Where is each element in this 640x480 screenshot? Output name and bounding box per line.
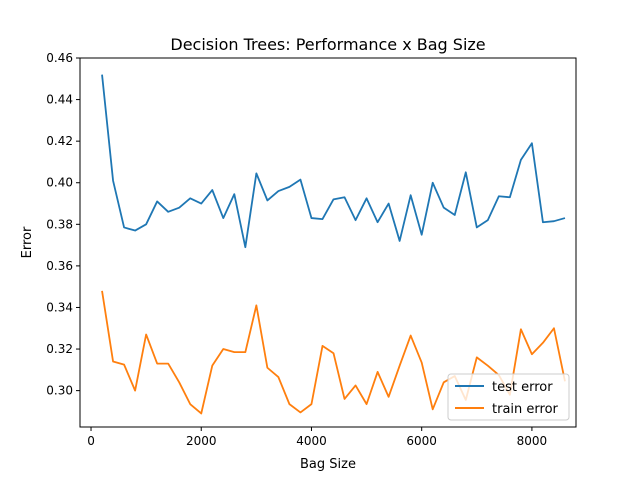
y-tick-label: 0.32 [46, 342, 73, 356]
legend-label-train-error: train error [492, 402, 559, 417]
plot-frame [79, 57, 577, 428]
y-axis-label: Error [20, 226, 35, 258]
series-line-test-error [101, 74, 566, 249]
y-tick-label: 0.34 [46, 300, 73, 314]
x-axis-ticks: 0 2000 4000 6000 8000 [87, 427, 547, 448]
y-tick-label: 0.42 [46, 134, 73, 148]
x-tick-label: 4000 [296, 434, 327, 448]
y-tick-label: 0.30 [46, 384, 73, 398]
x-tick-label: 8000 [517, 434, 548, 448]
plot-background [80, 58, 576, 427]
y-tick-label: 0.44 [46, 93, 73, 107]
series-layer [101, 74, 566, 415]
y-tick-label: 0.38 [46, 217, 73, 231]
y-tick-label: 0.46 [46, 51, 73, 65]
y-tick-label: 0.36 [46, 259, 73, 273]
chart-title: Decision Trees: Performance x Bag Size [170, 35, 485, 54]
x-axis-label: Bag Size [300, 457, 356, 472]
legend-label-test-error: test error [492, 380, 553, 395]
y-tick-label: 0.40 [46, 176, 73, 190]
y-axis-ticks: 0.30 0.32 0.34 0.36 0.38 0.40 0.42 0.44 0.46 [46, 51, 80, 398]
x-tick-label: 0 [87, 434, 95, 448]
x-tick-label: 2000 [186, 434, 217, 448]
x-tick-label: 6000 [406, 434, 437, 448]
series-line-train-error [101, 290, 566, 415]
legend: test error train error [447, 373, 570, 421]
